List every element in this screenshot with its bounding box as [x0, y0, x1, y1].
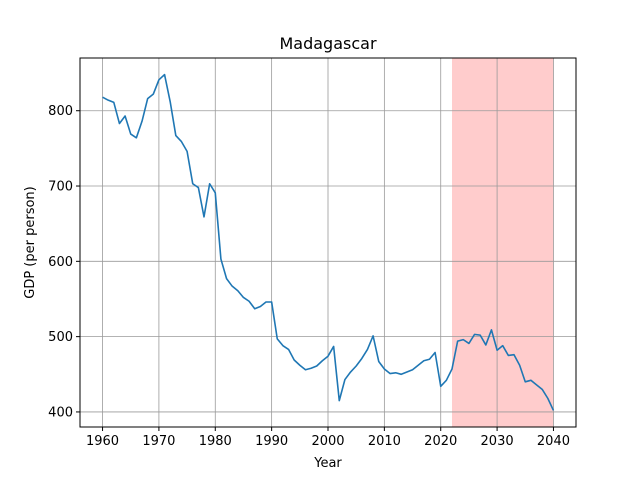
- series-line-0: [102, 73, 555, 411]
- y-axis-label: GDP (per person): [23, 186, 38, 299]
- x-tick-label-1960: 1960: [86, 434, 119, 449]
- x-tick-label-2020: 2020: [424, 434, 457, 449]
- x-tick-label-2040: 2040: [537, 434, 570, 449]
- chart-title: Madagascar: [279, 34, 376, 53]
- y-tick-label-800: 800: [48, 104, 73, 119]
- y-tick-label-500: 500: [48, 330, 73, 345]
- x-tick-label-2000: 2000: [311, 434, 344, 449]
- highlight-layer: [452, 58, 554, 427]
- x-tick-label-2010: 2010: [368, 434, 401, 449]
- x-tick-label-1970: 1970: [142, 434, 175, 449]
- y-tick-label-400: 400: [48, 405, 73, 420]
- x-tick-label-1990: 1990: [255, 434, 288, 449]
- highlight-region: [452, 58, 554, 427]
- x-axis-label: Year: [313, 456, 342, 471]
- y-tick-label-600: 600: [48, 255, 73, 270]
- ticks-layer: 1960 1970 1980 1990 2000 2010 2020 2030 2040 400 5…: [48, 104, 570, 449]
- x-tick-label-2030: 2030: [481, 434, 514, 449]
- series-layer: [102, 73, 555, 411]
- x-tick-label-1980: 1980: [199, 434, 232, 449]
- y-tick-label-700: 700: [48, 180, 73, 195]
